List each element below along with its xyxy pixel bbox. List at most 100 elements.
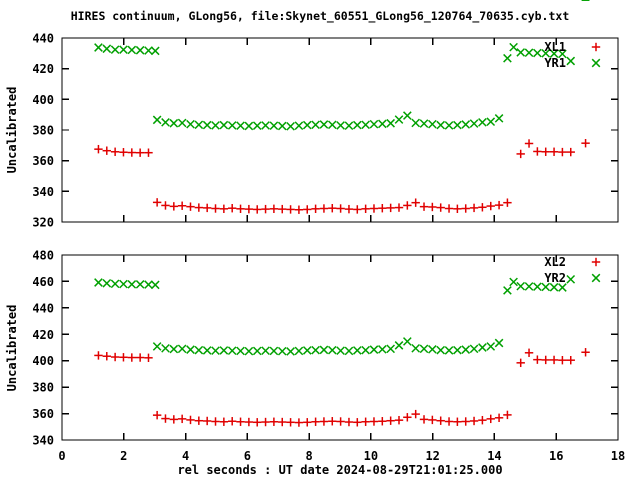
marker-stroke-b [503,53,512,63]
marker-stroke-b [377,119,387,129]
data-marker-cross [177,118,187,128]
data-marker-plus [119,353,128,362]
data-marker-plus [286,418,295,427]
data-marker-plus [161,414,170,423]
marker-stroke-b [486,342,496,351]
data-marker-plus [549,147,559,156]
marker-stroke-b [236,346,245,356]
bottom-data-points [94,0,590,427]
marker-stroke-b [327,120,337,130]
data-marker-plus [177,201,187,210]
data-marker-cross [419,119,429,128]
data-marker-cross [369,345,379,354]
data-marker-cross [352,346,362,355]
data-marker-cross [127,45,137,55]
data-marker-plus [219,204,229,214]
data-marker-plus [94,144,103,154]
legend-label-yr2: YR2 [544,271,566,285]
data-marker-cross [503,53,512,63]
data-marker-plus [186,202,195,211]
data-marker-plus [286,205,295,214]
data-marker-plus [541,355,550,365]
marker-stroke-b [541,282,551,292]
marker-stroke-b [194,120,204,130]
marker-stroke-b [591,58,601,68]
data-marker-cross [152,342,162,351]
marker-stroke-b [302,346,312,355]
data-marker-cross [541,49,551,58]
marker-stroke-b [478,343,487,352]
y-tick-label: 420 [32,62,54,76]
data-marker-plus [110,352,120,362]
marker-stroke-b [119,279,128,289]
data-marker-cross [453,345,462,355]
data-marker-cross [361,345,370,355]
data-marker-plus [516,358,525,368]
marker-stroke-b [161,118,170,127]
x-tick-label: 8 [305,449,312,463]
data-marker-cross [469,119,479,128]
data-marker-cross [202,346,212,355]
marker-stroke-b [94,43,103,52]
data-marker-cross [461,120,471,129]
top-legend-markers [591,42,601,68]
data-marker-cross [319,345,329,355]
top-axis-ticks [61,37,619,223]
data-marker-cross [386,118,395,128]
marker-stroke-b [428,119,437,129]
bottom-axis-ticklabels: 0 2 4 6 8 10 12 14 16 18 340 360 380 400 420 440 460 480 [32,249,625,464]
marker-stroke-b [411,118,421,128]
marker-stroke-b [261,121,270,130]
data-marker-plus [244,204,254,214]
data-marker-plus [394,203,404,212]
marker-stroke-b [558,283,567,292]
marker-stroke-b [269,346,279,356]
data-marker-cross [161,118,170,127]
data-marker-cross [428,119,437,129]
y-tick-label: 380 [32,381,54,395]
marker-stroke-b [361,345,370,355]
data-marker-plus [558,147,567,157]
x-tick-label: 14 [487,449,501,463]
marker-stroke-b [319,345,329,355]
data-marker-plus [353,205,362,214]
marker-stroke-b [144,46,153,55]
data-marker-plus [478,415,487,425]
marker-stroke-b [533,48,542,58]
marker-stroke-b [110,45,120,54]
data-marker-cross [194,120,204,130]
data-marker-cross [369,119,379,129]
data-marker-cross [150,46,160,56]
data-marker-cross [436,120,446,130]
data-marker-plus [419,202,429,211]
marker-stroke-b [403,111,412,120]
data-marker-cross [211,121,220,130]
marker-stroke-b [135,280,145,289]
data-marker-plus [135,148,145,157]
data-marker-cross [524,282,534,291]
y-tick-label: 320 [32,216,54,230]
marker-stroke-b [419,119,429,128]
data-marker-cross [186,119,195,129]
x-tick-label: 4 [182,449,189,463]
y-tick-label: 380 [32,124,54,138]
data-marker-plus [202,416,212,426]
data-marker-cross [302,120,312,130]
y-tick-label: 460 [32,275,54,289]
marker-stroke-b [377,345,387,354]
x-tick-label: 16 [549,449,563,463]
data-marker-cross [494,338,504,348]
marker-stroke-b [294,346,304,356]
x-tick-label: 0 [58,449,65,463]
data-marker-plus [127,353,137,362]
data-marker-plus [253,418,262,427]
data-marker-plus [386,416,395,425]
data-marker-plus [403,413,412,422]
marker-stroke-b [219,120,229,130]
marker-stroke-b [102,44,112,54]
data-marker-cross [219,120,229,130]
marker-stroke-b [486,117,496,127]
marker-stroke-b [386,344,395,354]
